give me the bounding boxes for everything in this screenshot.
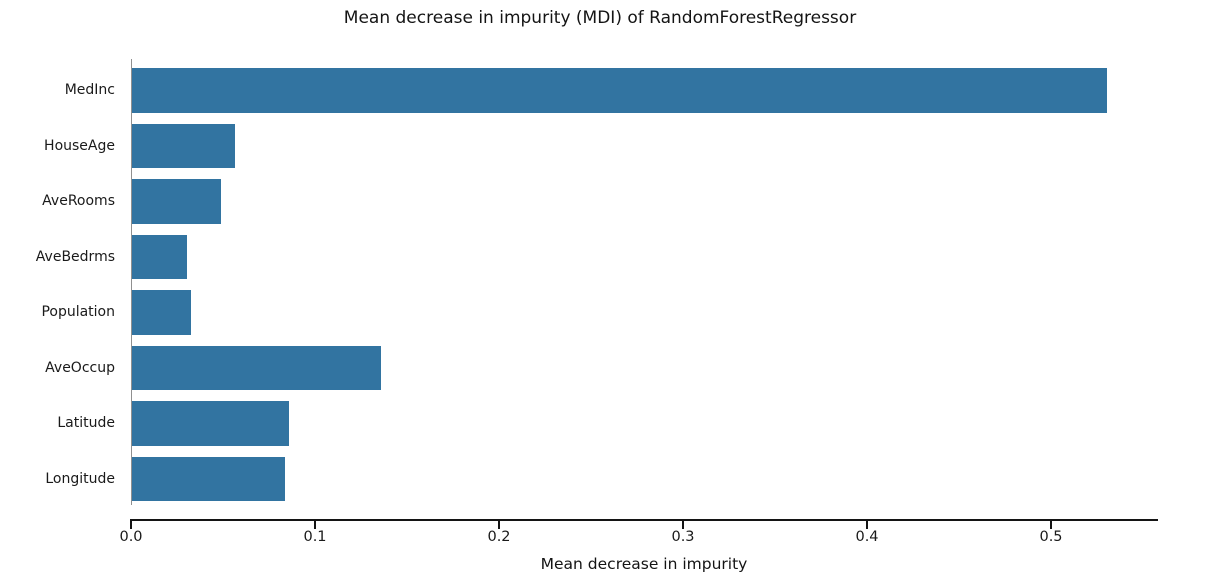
x-tick-mark-0.3: [682, 520, 684, 529]
y-tick-label-latitude: Latitude: [57, 415, 115, 432]
y-tick-label-population: Population: [41, 304, 115, 321]
bar-population: [132, 290, 192, 335]
x-tick-label-0.3: 0.3: [671, 529, 695, 545]
x-tick-label-0.0: 0.0: [119, 529, 143, 545]
x-tick-mark-0.5: [1050, 520, 1052, 529]
y-tick-label-houseage: HouseAge: [44, 137, 115, 154]
x-tick-mark-0.4: [866, 520, 868, 529]
y-tick-label-aveoccup: AveOccup: [45, 359, 115, 376]
chart-title: Mean decrease in impurity (MDI) of Rando…: [343, 8, 857, 28]
x-tick-mark-0.1: [314, 520, 316, 529]
bar-averooms: [132, 179, 221, 224]
x-axis-title: Mean decrease in impurity: [540, 555, 748, 573]
bar-houseage: [132, 123, 236, 168]
y-axis-spine: [130, 59, 133, 505]
x-tick-mark-0.2: [498, 520, 500, 529]
x-tick-label-0.4: 0.4: [855, 529, 879, 545]
y-tick-label-medinc: MedInc: [64, 82, 115, 99]
y-tick-label-avebedrms: AveBedrms: [35, 248, 115, 265]
y-tick-label-longitude: Longitude: [45, 470, 115, 487]
bar-avebedrms: [132, 234, 188, 279]
x-tick-label-0.1: 0.1: [303, 529, 327, 545]
x-tick-label-0.5: 0.5: [1039, 529, 1063, 545]
x-tick-mark-0.0: [130, 520, 132, 529]
x-axis-spine: [130, 518, 1158, 521]
x-tick-label-0.2: 0.2: [487, 529, 511, 545]
y-tick-label-averooms: AveRooms: [42, 193, 115, 210]
bar-aveoccup: [132, 345, 381, 390]
bar-latitude: [132, 401, 289, 446]
bar-medinc: [132, 68, 1108, 113]
bar-longitude: [132, 456, 285, 501]
